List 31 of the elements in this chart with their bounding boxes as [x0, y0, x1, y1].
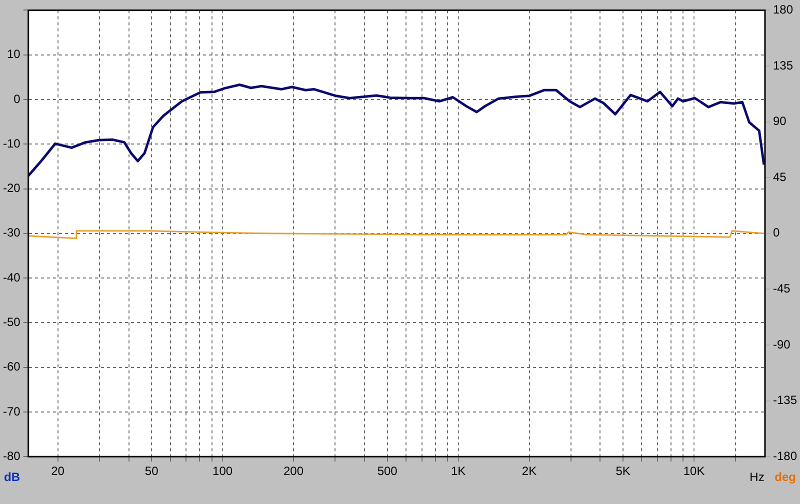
y-tick-label: -80	[3, 448, 21, 463]
x-tick-label: 500	[377, 464, 398, 478]
y-tick-label: -70	[3, 404, 21, 418]
y-tick-label: -30	[3, 226, 21, 240]
x-tick-label: 2K	[522, 464, 537, 478]
y2-tick-label: -135	[772, 393, 798, 408]
y2-tick-label: -90	[772, 337, 791, 352]
x-tick-label: 20	[51, 464, 65, 478]
y2-tick-label: 45	[772, 170, 787, 184]
y-tick-label: -60	[3, 360, 21, 374]
x-axis-title: Hz	[750, 470, 764, 484]
y2-tick-label: 0	[772, 226, 780, 240]
x-tick-label: 1K	[450, 464, 466, 478]
y2-tick-label: -45	[772, 282, 791, 296]
y2-tick-label: -180	[772, 448, 798, 463]
x-tick-label: 100	[212, 464, 233, 478]
y-tick-label: -10	[3, 136, 21, 150]
x-tick-label: 50	[144, 464, 159, 478]
y-axis-title: dB	[4, 470, 20, 484]
y-tick-label: -20	[3, 181, 21, 196]
y-tick-label: 0	[14, 92, 21, 106]
y2-tick-label: 135	[772, 58, 794, 72]
y-tick-label: -50	[3, 314, 21, 329]
y2-tick-label: 180	[772, 2, 794, 17]
x-tick-label: 200	[284, 464, 304, 478]
x-tick-label: 5K	[616, 464, 630, 478]
x-tick-label: 10K	[683, 464, 705, 478]
y2-axis-title: deg	[774, 470, 796, 484]
y-tick-label: 10	[6, 47, 21, 62]
y-tick-label: -40	[3, 270, 21, 284]
y2-tick-label: 90	[772, 114, 787, 128]
